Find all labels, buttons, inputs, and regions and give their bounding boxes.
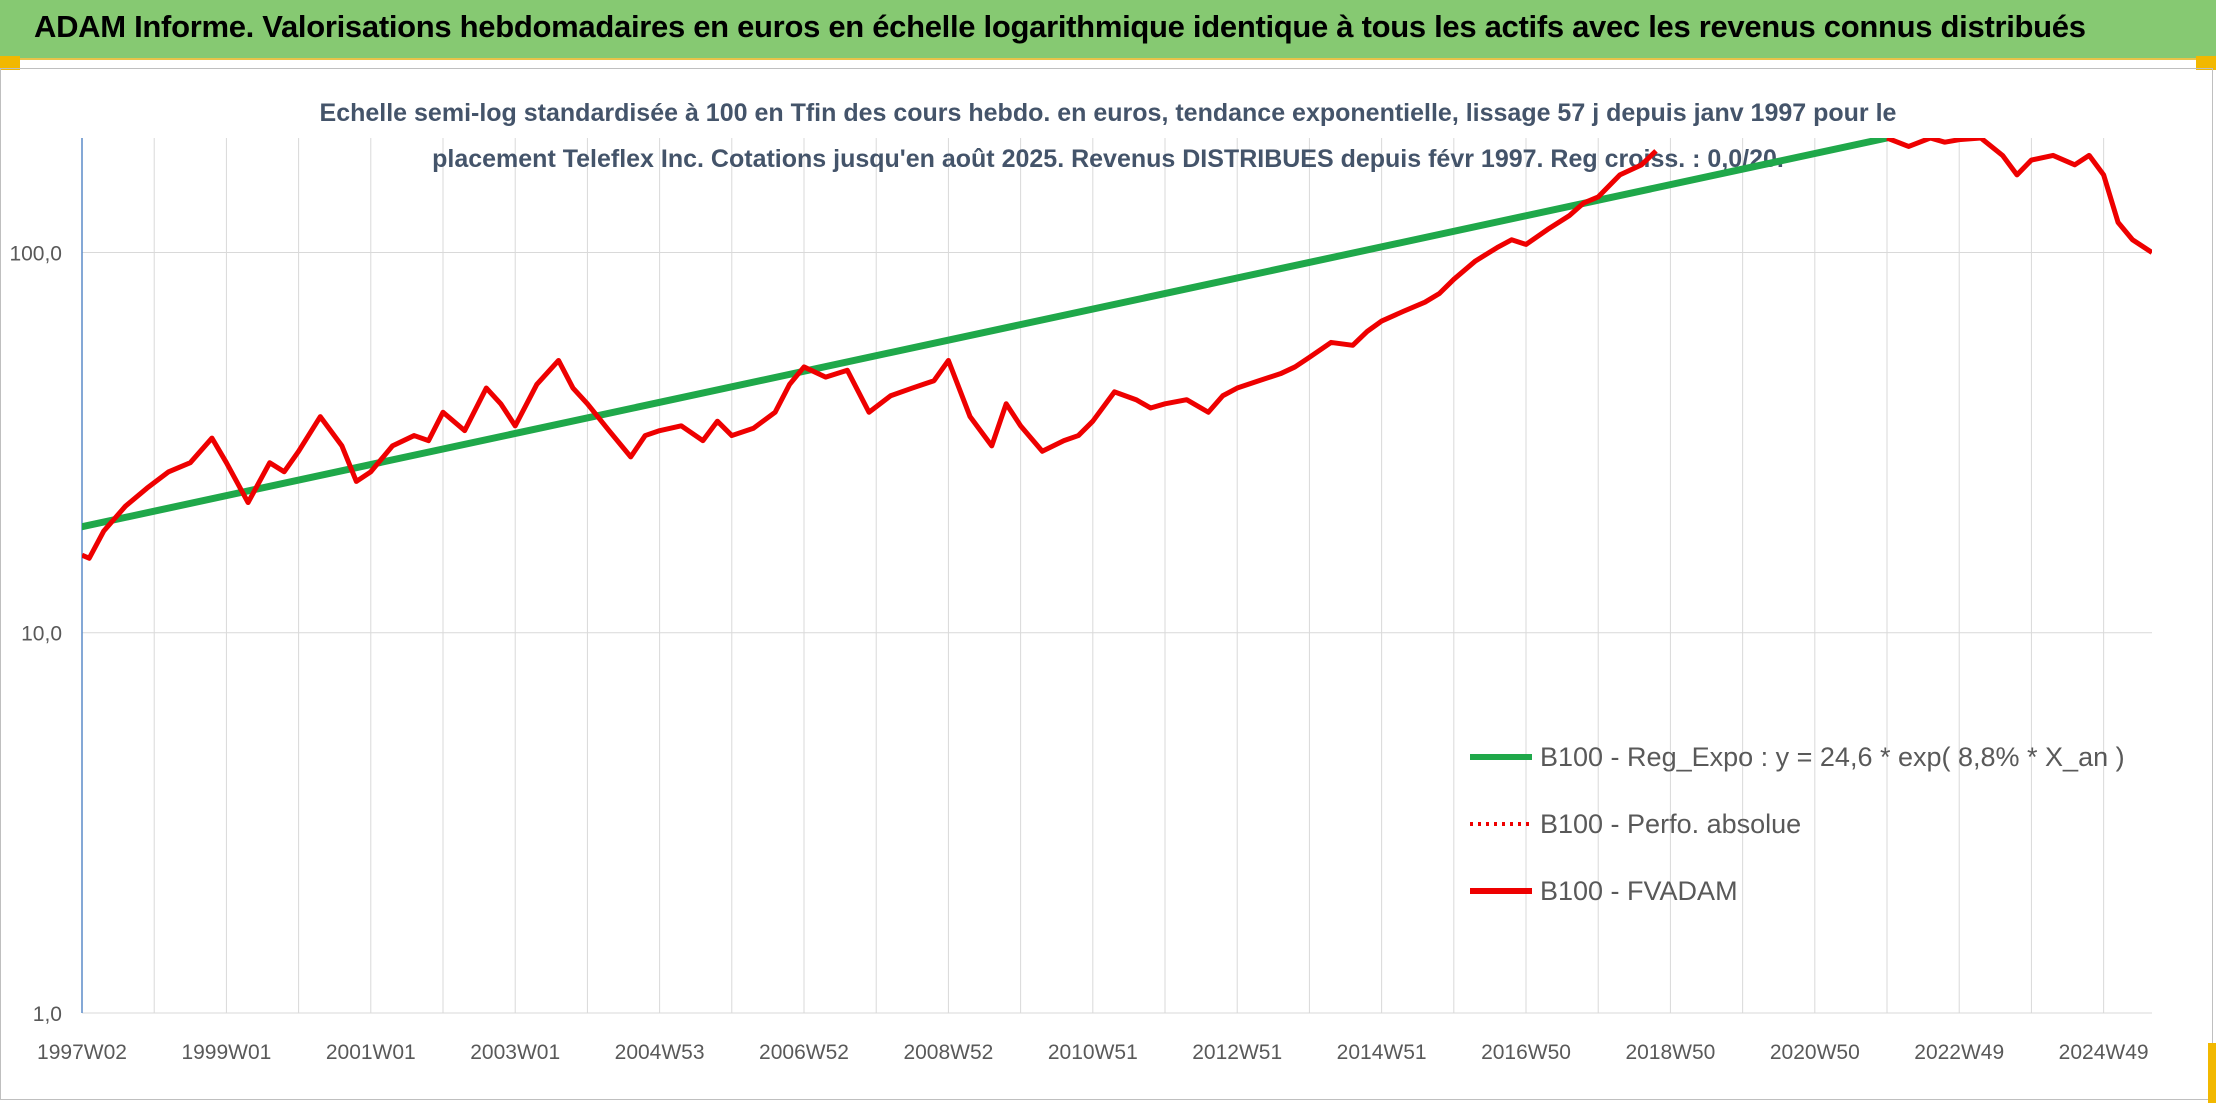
corner-accent-right: [2196, 56, 2216, 70]
legend: B100 - Reg_Expo : y = 24,6 * exp( 8,8% *…: [1470, 742, 2125, 906]
x-tick-label: 2006W52: [759, 1041, 849, 1064]
x-tick-label: 2014W51: [1337, 1041, 1427, 1064]
x-tick-label: 2012W51: [1192, 1041, 1282, 1064]
x-tick-label: 2018W50: [1625, 1041, 1715, 1064]
report-title: ADAM Informe. Valorisations hebdomadaire…: [34, 9, 2086, 44]
x-tick-label: 2010W51: [1048, 1041, 1138, 1064]
legend-label: B100 - FVADAM: [1540, 876, 1738, 906]
chart-frame: [0, 68, 2213, 1100]
x-tick-label: 2004W53: [615, 1041, 705, 1064]
x-tick-label: 2001W01: [326, 1041, 416, 1064]
y-tick-label: 1,0: [33, 1003, 62, 1026]
corner-accent-left: [0, 56, 20, 70]
fvadam-line-recent: [1886, 138, 2152, 255]
y-tick-label: 100,0: [9, 242, 62, 265]
chart-title-line-2: placement Teleflex Inc. Cotations jusqu'…: [432, 145, 1784, 173]
x-tick-label: 1997W02: [37, 1041, 127, 1064]
axes: 1,0 10,0 100,0 1997W02 1999W01 2001W01 2003W01…: [9, 138, 2149, 1064]
x-tick-label: 2008W52: [903, 1041, 993, 1064]
x-tick-label: 2003W01: [470, 1041, 560, 1064]
legend-label: B100 - Perfo. absolue: [1540, 809, 1801, 839]
legend-label: B100 - Reg_Expo : y = 24,6 * exp( 8,8% *…: [1540, 742, 2125, 772]
y-tick-label: 10,0: [21, 623, 62, 646]
x-tick-label: 2016W50: [1481, 1041, 1571, 1064]
fvadam-line: [82, 149, 1658, 561]
x-tick-label: 2020W50: [1770, 1041, 1860, 1064]
x-tick-label: 2024W49: [2059, 1041, 2149, 1064]
grid-lines: [82, 138, 2152, 1014]
x-tick-label: 2022W49: [1914, 1041, 2004, 1064]
chart-title-line-1: Echelle semi-log standardisée à 100 en T…: [320, 99, 1897, 127]
series-lines: [82, 138, 2152, 561]
x-tick-label: 1999W01: [181, 1041, 271, 1064]
corner-accent-bottom-right: [2208, 1043, 2216, 1103]
report-banner: ADAM Informe. Valorisations hebdomadaire…: [0, 0, 2216, 60]
